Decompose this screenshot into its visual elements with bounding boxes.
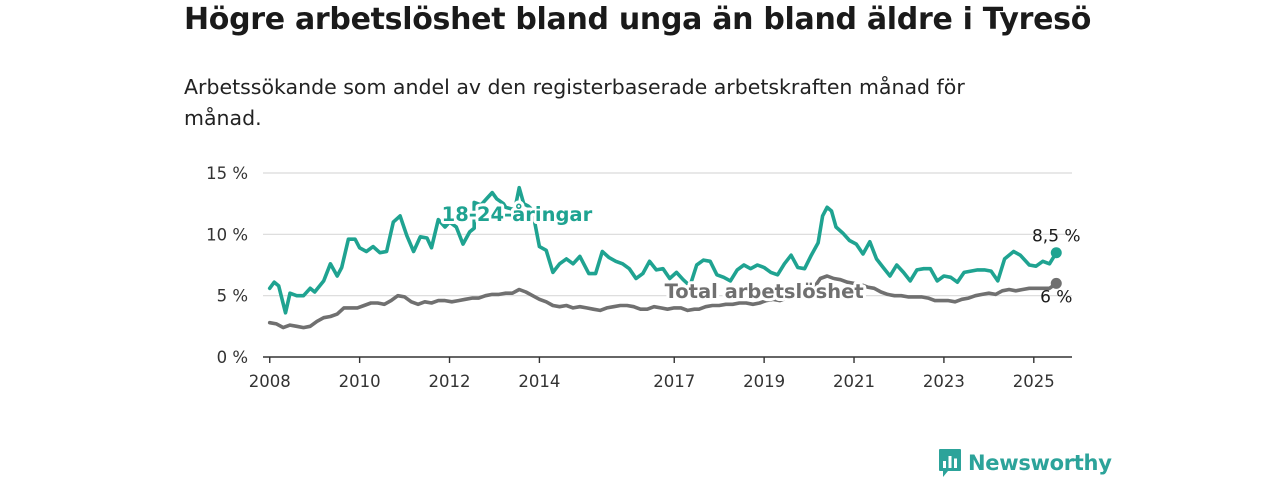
total-unemployment-end-point — [1050, 277, 1062, 289]
y-tick-label: 0 % — [217, 348, 248, 367]
x-tick-label: 2019 — [743, 372, 785, 391]
total-unemployment-end-label: 6 % — [1040, 287, 1072, 307]
bar-chart-icon — [939, 449, 961, 477]
youth-unemployment-end-point — [1050, 247, 1062, 259]
x-tick-label: 2017 — [653, 372, 695, 391]
x-tick-label: 2025 — [1013, 372, 1055, 391]
y-axis-ticks: 0 % 5 % 10 % 15 % — [206, 164, 248, 367]
y-tick-label: 10 % — [206, 225, 248, 244]
x-tick-label: 2010 — [339, 372, 381, 391]
chart-subtitle: Arbetssökande som andel av den registerb… — [184, 75, 965, 130]
y-tick-label: 15 % — [206, 164, 248, 183]
series-name-label: Total arbetslöshet — [665, 280, 864, 303]
series-name-label: 18-24-åringar — [442, 202, 593, 226]
x-tick-label: 2023 — [923, 372, 965, 391]
chart-title: Högre arbetslöshet bland unga än bland ä… — [184, 2, 1092, 37]
x-tick-label: 2008 — [249, 372, 291, 391]
x-tick-label: 2014 — [518, 372, 560, 391]
youth-unemployment-line — [267, 185, 1059, 315]
youth-unemployment-end-label: 8,5 % — [1032, 227, 1081, 247]
brand-name: Newsworthy — [968, 451, 1112, 475]
total-unemployment-line — [267, 274, 1059, 330]
series-lines: 6 % 8,5 % — [267, 185, 1081, 330]
y-tick-label: 5 % — [217, 287, 248, 306]
x-tick-label: 2021 — [833, 372, 875, 391]
newsworthy-logo[interactable]: Newsworthy — [938, 448, 1112, 478]
series-labels: 18-24-åringar Total arbetslöshet — [439, 199, 867, 306]
x-axis-ticks: 2008 2010 2012 2014 2017 2019 2021 2023 2025 — [249, 357, 1055, 391]
x-tick-label: 2012 — [429, 372, 471, 391]
